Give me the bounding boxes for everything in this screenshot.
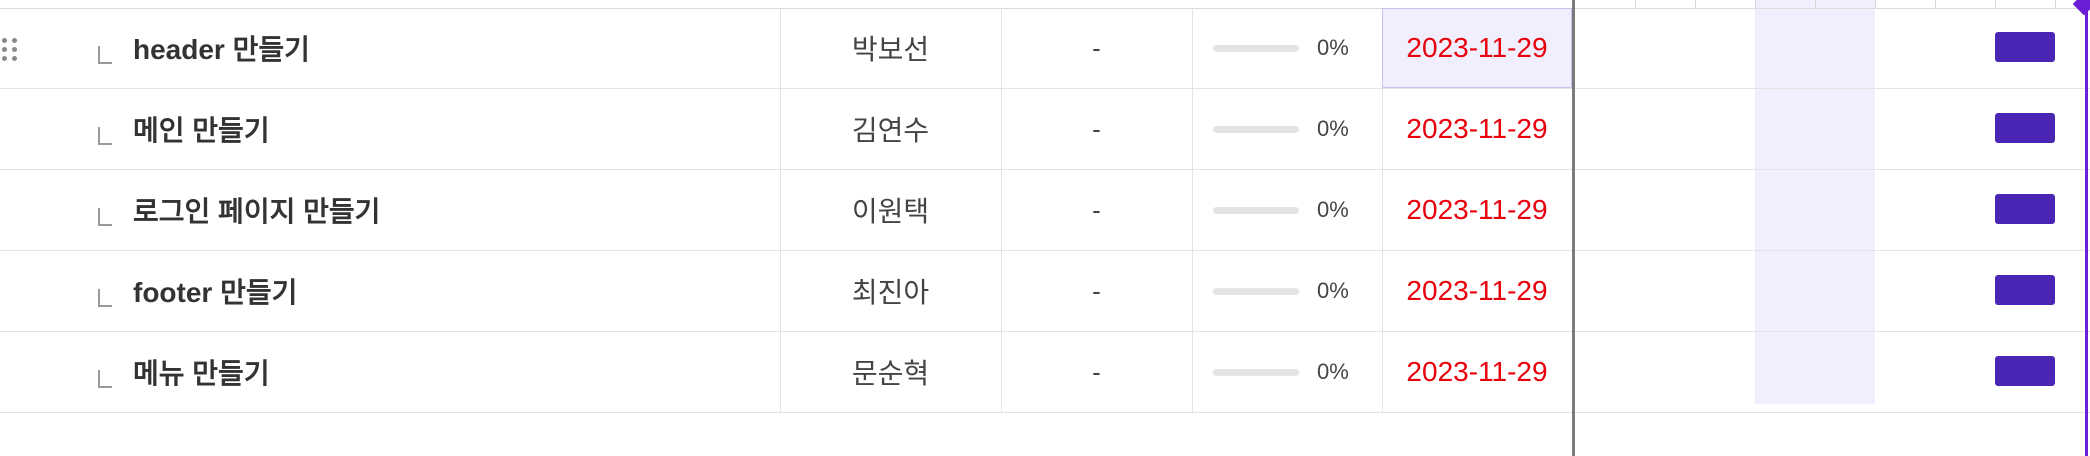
subtask-indent-icon <box>98 208 112 226</box>
gantt-row <box>1575 8 2090 89</box>
panel-resize-divider[interactable] <box>1572 0 1575 456</box>
progress-cell[interactable]: 0% <box>1192 332 1383 412</box>
gantt-row <box>1575 332 2090 413</box>
timeline-tick <box>1935 0 1936 8</box>
progress-cell[interactable]: 0% <box>1192 89 1383 169</box>
duration-cell[interactable]: - <box>1001 8 1193 88</box>
progress-percent: 0% <box>1317 35 1349 60</box>
progress-bar <box>1213 45 1299 52</box>
due-date-cell[interactable]: 2023-11-29 <box>1382 8 1572 88</box>
task-name-cell[interactable]: 메인 만들기 <box>0 89 781 169</box>
duration-cell[interactable]: - <box>1001 89 1193 169</box>
progress-percent: 0% <box>1317 197 1349 222</box>
table-row[interactable]: header 만들기 박보선 - 0% 2023-11-29 <box>0 8 1572 89</box>
task-name-cell[interactable]: footer 만들기 <box>0 251 781 331</box>
assignee-cell[interactable]: 이원택 <box>780 170 1002 250</box>
timeline-tick <box>1875 0 1876 8</box>
task-name-cell[interactable]: 메뉴 만들기 <box>0 332 781 412</box>
progress-bar <box>1213 126 1299 133</box>
progress-percent: 0% <box>1317 359 1349 384</box>
gantt-row <box>1575 251 2090 332</box>
table-header-edge <box>0 0 1572 9</box>
gantt-row <box>1575 170 2090 251</box>
progress-bar <box>1213 207 1299 214</box>
due-date-cell[interactable]: 2023-11-29 <box>1406 194 1548 225</box>
table-row[interactable]: 메뉴 만들기 문순혁 - 0% 2023-11-29 <box>0 332 1572 413</box>
progress-percent: 0% <box>1317 278 1349 303</box>
gantt-task-bar[interactable] <box>1995 32 2055 62</box>
table-row[interactable]: footer 만들기 최진아 - 0% 2023-11-29 <box>0 251 1572 332</box>
gantt-task-bar[interactable] <box>1995 275 2055 305</box>
gantt-task-bar[interactable] <box>1995 113 2055 143</box>
table-row[interactable]: 로그인 페이지 만들기 이원택 - 0% 2023-11-29 <box>0 170 1572 251</box>
subtask-indent-icon <box>98 370 112 388</box>
timeline-tick <box>1695 0 1696 8</box>
today-indicator-line <box>2085 0 2088 456</box>
progress-cell[interactable]: 0% <box>1192 251 1383 331</box>
progress-cell[interactable]: 0% <box>1192 170 1383 250</box>
timeline-tick <box>1635 0 1636 8</box>
gantt-chart <box>1575 0 2090 456</box>
assignee-cell[interactable]: 문순혁 <box>780 332 1002 412</box>
progress-percent: 0% <box>1317 116 1349 141</box>
gantt-row <box>1575 89 2090 170</box>
assignee-cell[interactable]: 최진아 <box>780 251 1002 331</box>
duration-cell[interactable]: - <box>1001 251 1193 331</box>
weekend-highlight <box>1755 0 1875 404</box>
due-date-cell[interactable]: 2023-11-29 <box>1406 113 1548 144</box>
task-title[interactable]: footer 만들기 <box>133 277 298 308</box>
gantt-task-bar[interactable] <box>1995 356 2055 386</box>
subtask-indent-icon <box>98 289 112 307</box>
task-name-cell[interactable]: 로그인 페이지 만들기 <box>0 170 781 250</box>
task-name-cell[interactable]: header 만들기 <box>0 8 781 88</box>
timeline-header <box>1575 0 2090 9</box>
drag-handle-icon[interactable] <box>2 38 18 62</box>
timeline-tick <box>1815 0 1816 8</box>
task-table: header 만들기 박보선 - 0% 2023-11-29 메인 만들기 김연… <box>0 8 1572 413</box>
subtask-indent-icon <box>98 127 112 145</box>
due-date-cell[interactable]: 2023-11-29 <box>1406 275 1548 306</box>
timeline-tick <box>2055 0 2056 8</box>
progress-cell[interactable]: 0% <box>1192 8 1383 88</box>
progress-bar <box>1213 288 1299 295</box>
progress-bar <box>1213 369 1299 376</box>
timeline-tick <box>1755 0 1756 8</box>
due-date-cell[interactable]: 2023-11-29 <box>1406 356 1548 387</box>
timeline-tick <box>1995 0 1996 8</box>
assignee-cell[interactable]: 박보선 <box>780 8 1002 88</box>
table-row[interactable]: 메인 만들기 김연수 - 0% 2023-11-29 <box>0 89 1572 170</box>
task-title[interactable]: 메뉴 만들기 <box>133 358 270 389</box>
assignee-cell[interactable]: 김연수 <box>780 89 1002 169</box>
duration-cell[interactable]: - <box>1001 170 1193 250</box>
subtask-indent-icon <box>98 46 112 64</box>
gantt-task-bar[interactable] <box>1995 194 2055 224</box>
duration-cell[interactable]: - <box>1001 332 1193 412</box>
task-title[interactable]: 메인 만들기 <box>133 115 270 146</box>
task-title[interactable]: 로그인 페이지 만들기 <box>133 196 381 227</box>
task-title[interactable]: header 만들기 <box>133 34 310 65</box>
